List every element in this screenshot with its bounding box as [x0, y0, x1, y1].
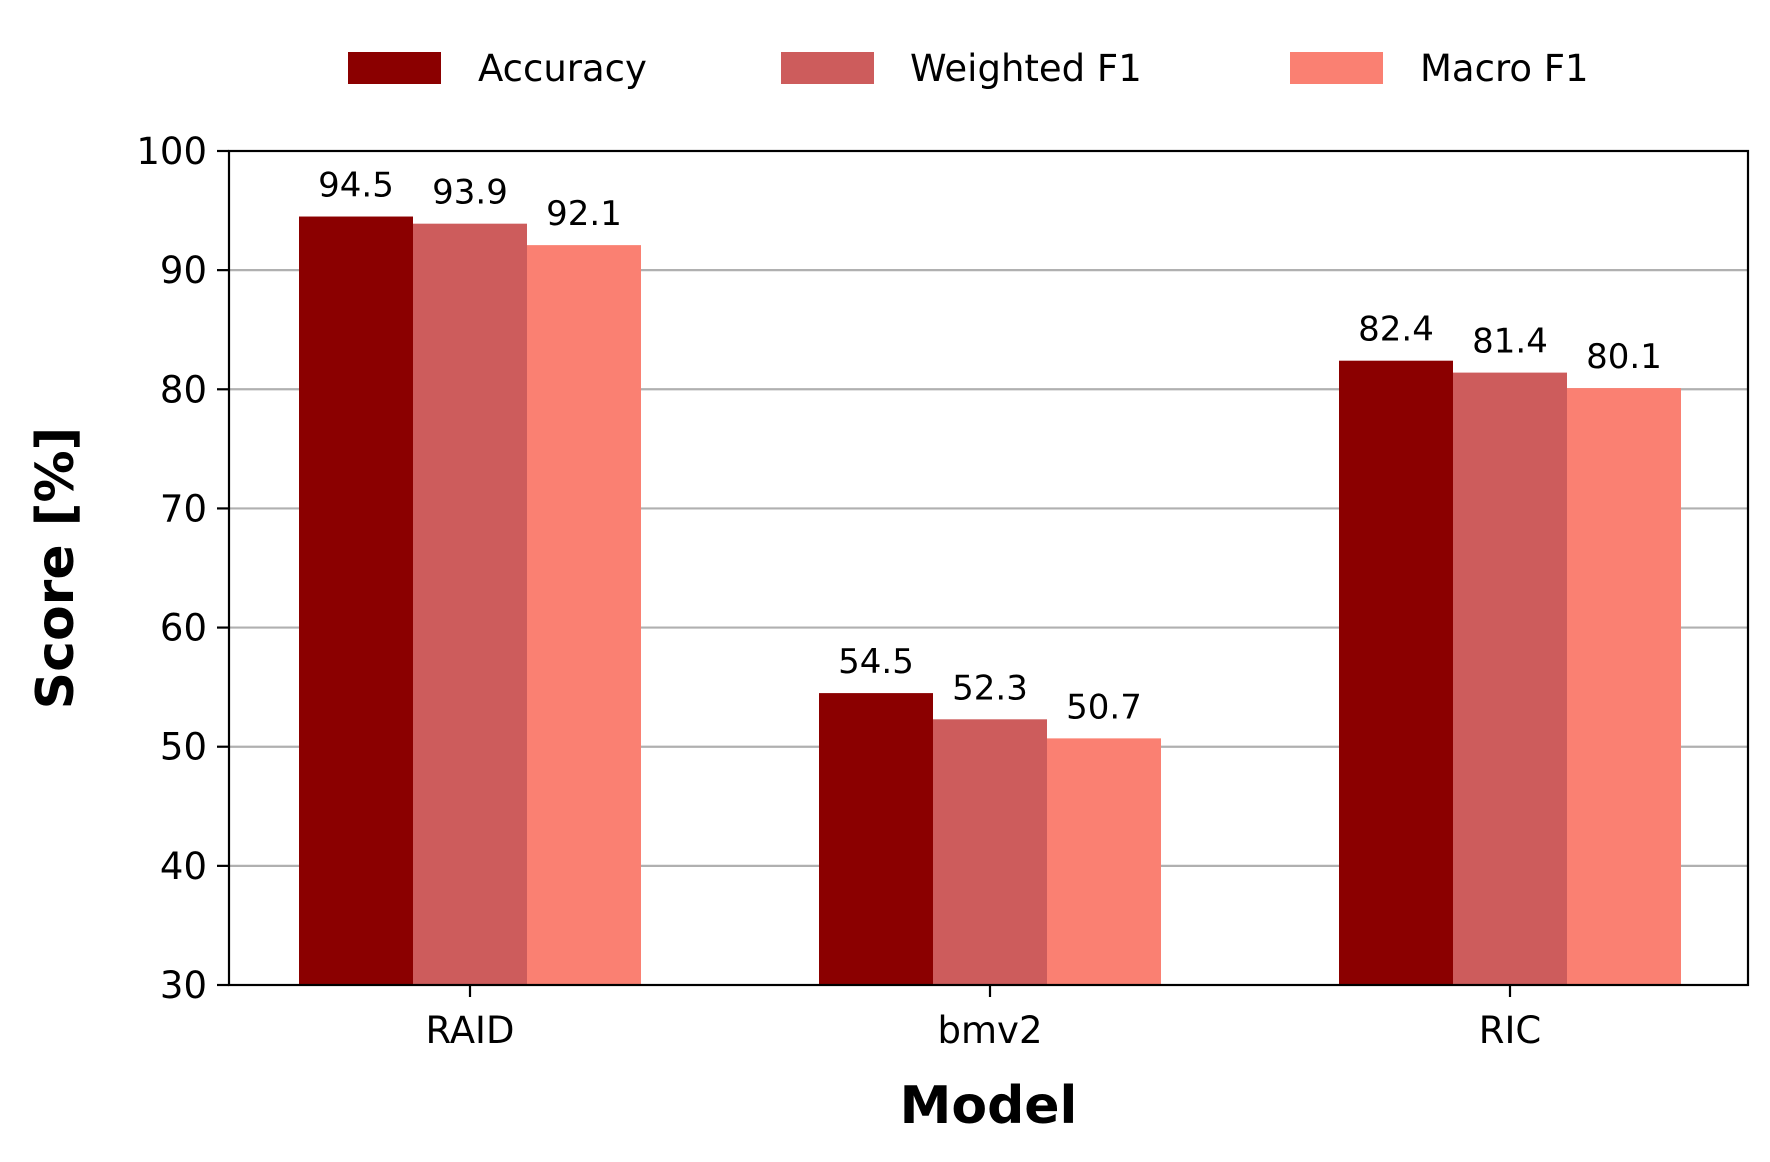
legend-swatch-macro-f1	[1290, 52, 1383, 84]
bar-bmv2-macro-f1	[1047, 738, 1161, 985]
bar-ric-macro-f1	[1567, 388, 1681, 985]
value-label-raid-weighted-f1: 93.9	[432, 173, 508, 213]
legend: Accuracy Weighted F1 Macro F1	[348, 47, 1589, 90]
y-axis-title: Score [%]	[26, 427, 86, 710]
y-tick-label: 100	[136, 130, 207, 173]
y-tick-label: 90	[160, 249, 207, 292]
bar-ric-accuracy	[1339, 360, 1453, 986]
y-tick-label: 30	[160, 964, 207, 1007]
value-label-ric-accuracy: 82.4	[1358, 310, 1434, 350]
bar-ric-weighted-f1	[1453, 372, 1567, 985]
value-label-raid-accuracy: 94.5	[318, 166, 394, 206]
y-tick-label: 80	[160, 368, 207, 411]
value-label-bmv2-accuracy: 54.5	[838, 642, 914, 682]
y-tick-label: 70	[160, 487, 207, 530]
bar-bmv2-weighted-f1	[933, 719, 1047, 985]
value-label-bmv2-macro-f1: 50.7	[1066, 687, 1142, 727]
value-label-raid-macro-f1: 92.1	[546, 194, 622, 234]
bars	[299, 216, 1681, 986]
bar-raid-weighted-f1	[413, 223, 527, 986]
value-label-ric-macro-f1: 80.1	[1586, 337, 1662, 377]
y-axis: 30 40 50 60 70 80 90 100	[136, 130, 229, 1007]
bar-bmv2-accuracy	[819, 693, 933, 985]
y-tick-label: 60	[160, 607, 207, 650]
y-tick-label: 50	[160, 726, 207, 769]
legend-label-weighted-f1: Weighted F1	[910, 47, 1142, 90]
legend-swatch-weighted-f1	[781, 52, 874, 84]
value-label-ric-weighted-f1: 81.4	[1472, 322, 1548, 362]
legend-label-macro-f1: Macro F1	[1420, 47, 1589, 90]
x-tick-label: RIC	[1479, 1009, 1541, 1052]
bar-raid-accuracy	[299, 216, 413, 985]
value-label-bmv2-weighted-f1: 52.3	[952, 668, 1028, 708]
x-tick-label: bmv2	[938, 1009, 1043, 1052]
value-labels: 94.5 93.9 92.1 54.5 52.3 50.7 82.4 81.4 80.1	[318, 166, 1662, 728]
legend-swatch-accuracy	[348, 52, 441, 84]
plot-frame	[227, 149, 1750, 987]
bar-raid-macro-f1	[527, 245, 641, 985]
x-axis-title: Model	[900, 1076, 1078, 1136]
x-tick-label: RAID	[426, 1009, 515, 1052]
y-tick-label: 40	[160, 845, 207, 888]
x-axis: RAID bmv2 RIC	[426, 985, 1541, 1052]
legend-label-accuracy: Accuracy	[478, 47, 647, 90]
